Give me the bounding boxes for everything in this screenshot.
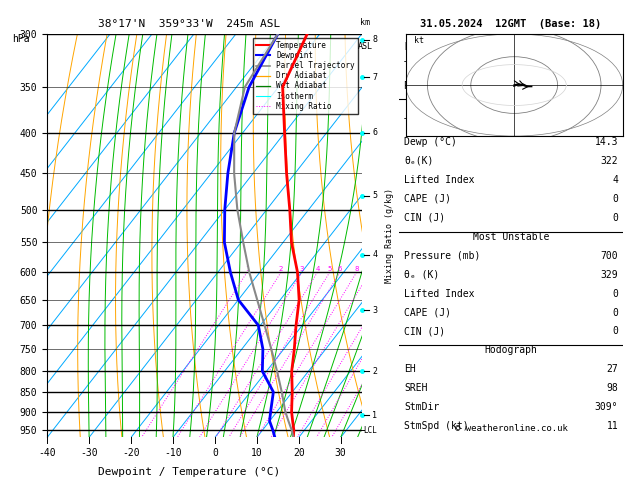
Text: 700: 700 <box>601 251 618 260</box>
Text: 6: 6 <box>372 128 377 138</box>
Text: 5: 5 <box>372 191 377 200</box>
Text: Lifted Index: Lifted Index <box>404 175 474 185</box>
Text: CIN (J): CIN (J) <box>404 213 445 223</box>
Text: Totals Totals: Totals Totals <box>404 61 481 71</box>
Text: kt: kt <box>415 35 425 45</box>
Text: 309°: 309° <box>595 402 618 412</box>
Text: -30: -30 <box>81 448 98 458</box>
Text: 30: 30 <box>335 448 347 458</box>
Text: 0: 0 <box>613 308 618 317</box>
Text: Hodograph: Hodograph <box>484 346 538 355</box>
Text: 0: 0 <box>613 289 618 298</box>
Text: 5: 5 <box>328 266 332 272</box>
Text: 3: 3 <box>299 266 304 272</box>
Text: 4: 4 <box>613 175 618 185</box>
Text: Most Unstable: Most Unstable <box>473 232 549 242</box>
Text: 2: 2 <box>279 266 283 272</box>
Text: 18.7: 18.7 <box>595 118 618 128</box>
Text: 98: 98 <box>606 383 618 393</box>
Legend: Temperature, Dewpoint, Parcel Trajectory, Dry Adiabat, Wet Adiabat, Isotherm, Mi: Temperature, Dewpoint, Parcel Trajectory… <box>253 38 358 114</box>
Text: 14.3: 14.3 <box>595 137 618 147</box>
Text: Pressure (mb): Pressure (mb) <box>404 251 481 260</box>
Text: SREH: SREH <box>404 383 427 393</box>
Text: Dewpoint / Temperature (°C): Dewpoint / Temperature (°C) <box>97 467 280 477</box>
Text: ASL: ASL <box>358 42 373 51</box>
Text: © weatheronline.co.uk: © weatheronline.co.uk <box>455 424 567 434</box>
Text: 2: 2 <box>372 366 377 376</box>
Text: 3: 3 <box>372 306 377 315</box>
Text: 0: 0 <box>613 213 618 223</box>
Text: 1: 1 <box>245 266 249 272</box>
Text: 0: 0 <box>212 448 218 458</box>
Text: 0: 0 <box>613 194 618 204</box>
Text: -20: -20 <box>122 448 140 458</box>
Text: 22: 22 <box>606 42 618 52</box>
Text: 31.05.2024  12GMT  (Base: 18): 31.05.2024 12GMT (Base: 18) <box>420 19 602 29</box>
Text: 8: 8 <box>354 266 359 272</box>
Text: K: K <box>404 42 409 52</box>
Text: 8: 8 <box>372 35 377 44</box>
Text: -10: -10 <box>164 448 182 458</box>
Text: 2.64: 2.64 <box>595 80 618 90</box>
Text: 11: 11 <box>606 421 618 431</box>
Text: 27: 27 <box>606 364 618 374</box>
Text: LCL: LCL <box>364 426 377 435</box>
Text: θₑ(K): θₑ(K) <box>404 156 433 166</box>
Text: CAPE (J): CAPE (J) <box>404 194 451 204</box>
Text: Surface: Surface <box>491 99 532 109</box>
Text: EH: EH <box>404 364 416 374</box>
Text: 6: 6 <box>338 266 342 272</box>
Text: km: km <box>360 18 370 27</box>
Text: 0: 0 <box>613 327 618 336</box>
Text: 7: 7 <box>372 72 377 82</box>
Text: CIN (J): CIN (J) <box>404 327 445 336</box>
Text: Mixing Ratio (g/kg): Mixing Ratio (g/kg) <box>386 188 394 283</box>
Text: CAPE (J): CAPE (J) <box>404 308 451 317</box>
Text: 4: 4 <box>315 266 320 272</box>
Text: 10: 10 <box>251 448 263 458</box>
Text: θₑ (K): θₑ (K) <box>404 270 439 279</box>
Text: 329: 329 <box>601 270 618 279</box>
Text: 38°17'N  359°33'W  245m ASL: 38°17'N 359°33'W 245m ASL <box>97 19 280 29</box>
Text: StmDir: StmDir <box>404 402 439 412</box>
Text: 4: 4 <box>372 250 377 259</box>
Text: 322: 322 <box>601 156 618 166</box>
Text: 40: 40 <box>606 61 618 71</box>
Text: StmSpd (kt): StmSpd (kt) <box>404 421 469 431</box>
Text: PW (cm): PW (cm) <box>404 80 445 90</box>
Text: -40: -40 <box>38 448 56 458</box>
Text: Dewp (°C): Dewp (°C) <box>404 137 457 147</box>
Text: Lifted Index: Lifted Index <box>404 289 474 298</box>
Text: 1: 1 <box>372 411 377 420</box>
Text: Temp (°C): Temp (°C) <box>404 118 457 128</box>
Text: hPa: hPa <box>13 34 30 44</box>
Text: 20: 20 <box>293 448 304 458</box>
